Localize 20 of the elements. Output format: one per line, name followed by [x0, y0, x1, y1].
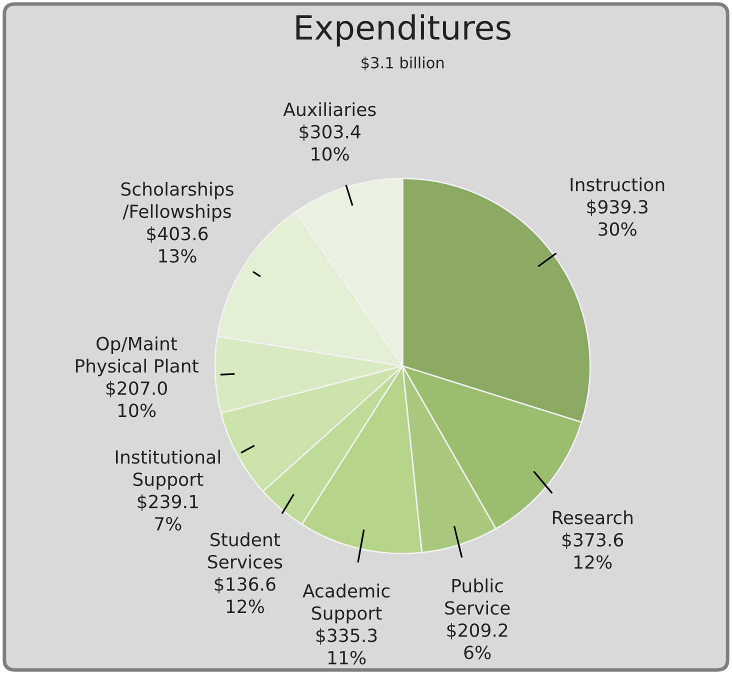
slice-label: Instruction [570, 177, 664, 192]
slice-label: Student Services [208, 532, 282, 569]
chart-subtitle: $3.1 billion [362, 56, 444, 70]
slice-label: Public Service [445, 578, 510, 615]
slice-label: Research [552, 510, 632, 524]
data-label: $209.2 6% [447, 623, 508, 660]
data-label: $373.6 12% [562, 532, 624, 569]
data-label: $939.3 30% [587, 200, 648, 236]
chart-title: Expenditures [296, 14, 510, 46]
data-label: $136.6 12% [214, 576, 276, 614]
slice-label: Scholarships /Fellowships [121, 182, 234, 222]
slice-label: Institutional Support [116, 450, 220, 490]
slice-label: Academic Support [302, 584, 390, 624]
slice-label: Auxiliaries [283, 102, 376, 116]
data-label: $403.6 13% [147, 226, 208, 263]
data-label: $239.1 7% [138, 494, 198, 531]
slice-label: Op/Maint Physical Plant [76, 336, 198, 376]
data-label: $335.3 11% [316, 628, 377, 664]
data-label: $207.0 10% [106, 381, 167, 418]
data-label: $303.4 10% [300, 124, 360, 161]
